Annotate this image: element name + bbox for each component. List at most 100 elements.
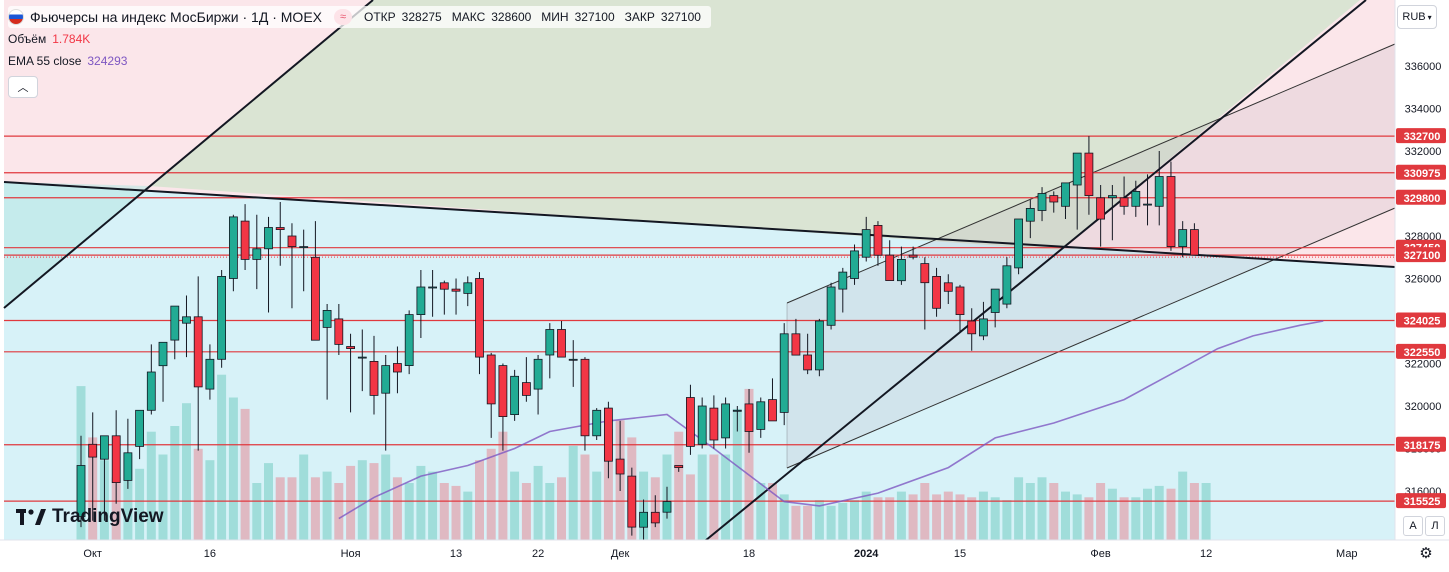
candle [182, 295, 191, 358]
volume-bar [768, 483, 777, 540]
candle-body [686, 397, 695, 447]
level-price-tag: 330975 [1396, 164, 1446, 180]
candle [158, 341, 168, 402]
level-tag-bg [1396, 128, 1446, 144]
candle [779, 323, 789, 426]
volume-bar [521, 483, 531, 540]
candle-body [650, 511, 660, 524]
volume-bar [1014, 477, 1024, 540]
candle-body [943, 282, 953, 292]
x-tick-label: 12 [1200, 548, 1212, 560]
candle-body [369, 360, 379, 396]
candle [310, 221, 320, 341]
volume-bar [967, 497, 977, 541]
candle-body [322, 309, 332, 328]
auto-scale-button[interactable]: A [1403, 516, 1423, 536]
volume-bar [685, 474, 695, 540]
candle [732, 406, 742, 432]
x-tick-label: 15 [954, 548, 966, 560]
volume-bar [510, 471, 520, 540]
candle [100, 435, 109, 521]
candle [1190, 223, 1199, 256]
volume-bar [357, 460, 367, 540]
candle [920, 257, 930, 330]
volume-bar [1201, 483, 1211, 540]
candle [873, 221, 883, 266]
candle [650, 495, 660, 528]
level-tag-label: 315525 [1404, 496, 1441, 508]
candle-body [932, 275, 941, 309]
candle [228, 214, 238, 292]
tradingview-logo[interactable]: TradingView [16, 506, 164, 528]
candle-body [979, 318, 988, 337]
candle [1049, 191, 1059, 213]
currency-button[interactable]: RUB ▾ [1397, 5, 1437, 29]
volume-bar [158, 454, 168, 540]
candle [826, 282, 836, 330]
candle [1037, 187, 1047, 222]
collapse-legend-button[interactable]: ︿ [8, 76, 38, 98]
log-scale-label: Л [1431, 520, 1439, 532]
candle [756, 397, 766, 438]
volume-bar [756, 483, 766, 540]
volume-bar [779, 494, 789, 540]
y-tick-label: 336000 [1405, 61, 1442, 73]
candle [135, 409, 145, 460]
candle-body [732, 409, 742, 412]
channel-lower-line [786, 207, 1396, 469]
candle [815, 318, 824, 377]
candle-body [404, 314, 414, 367]
volume-bar [674, 431, 684, 540]
candle-body [135, 409, 145, 447]
candle-body [357, 356, 367, 359]
candle-body [510, 375, 520, 415]
candle-body [885, 254, 895, 282]
candle [475, 272, 484, 375]
ohlc-low-label: МИН [541, 10, 569, 24]
candle [88, 412, 98, 521]
candle [967, 308, 977, 351]
volume-bar [275, 477, 285, 540]
volume-bar [322, 471, 332, 540]
candle-body [451, 288, 461, 292]
volume-bar [170, 426, 180, 540]
ema-label: EMA 55 close [8, 54, 82, 68]
volume-bar [439, 483, 449, 540]
x-tick-label: Фев [1090, 548, 1110, 560]
candle [1072, 152, 1082, 230]
volume-bar [228, 397, 238, 540]
level-tag-label: 330975 [1404, 168, 1441, 180]
symbol-row[interactable]: Фьючерсы на индекс МосБиржи · 1Д · MOEX … [8, 6, 711, 28]
candle-body [264, 227, 273, 250]
level-tag-bg [1396, 247, 1446, 263]
candle [275, 202, 285, 266]
chevron-down-icon: ▾ [1427, 12, 1432, 22]
volume-bar [392, 477, 402, 540]
volume-bar [1131, 497, 1141, 541]
candle [76, 435, 86, 528]
log-scale-button[interactable]: Л [1425, 516, 1445, 536]
symbol-title[interactable]: Фьючерсы на индекс МосБиржи · 1Д · MOEX [30, 9, 322, 25]
ema-row[interactable]: EMA 55 close 324293 [8, 50, 711, 72]
candle-body [334, 318, 344, 345]
candle-body [803, 354, 812, 371]
volume-row[interactable]: Объём 1.784K [8, 28, 711, 50]
candle-body [545, 329, 555, 356]
volume-bar [404, 483, 414, 540]
candle [1178, 221, 1188, 258]
candle [627, 467, 637, 536]
candle-body [1190, 229, 1199, 256]
x-tick-label: 16 [204, 548, 216, 560]
volume-bar [908, 494, 918, 540]
candle-body [228, 216, 238, 279]
candle-body [709, 407, 719, 441]
candle [1119, 176, 1129, 215]
candle-body [990, 288, 1000, 313]
trend-line-falling [3, 181, 1396, 268]
volume-bar [111, 477, 121, 540]
candle-body [1002, 265, 1012, 305]
candle [486, 352, 496, 438]
settings-button[interactable]: ⚙ [1415, 543, 1437, 563]
